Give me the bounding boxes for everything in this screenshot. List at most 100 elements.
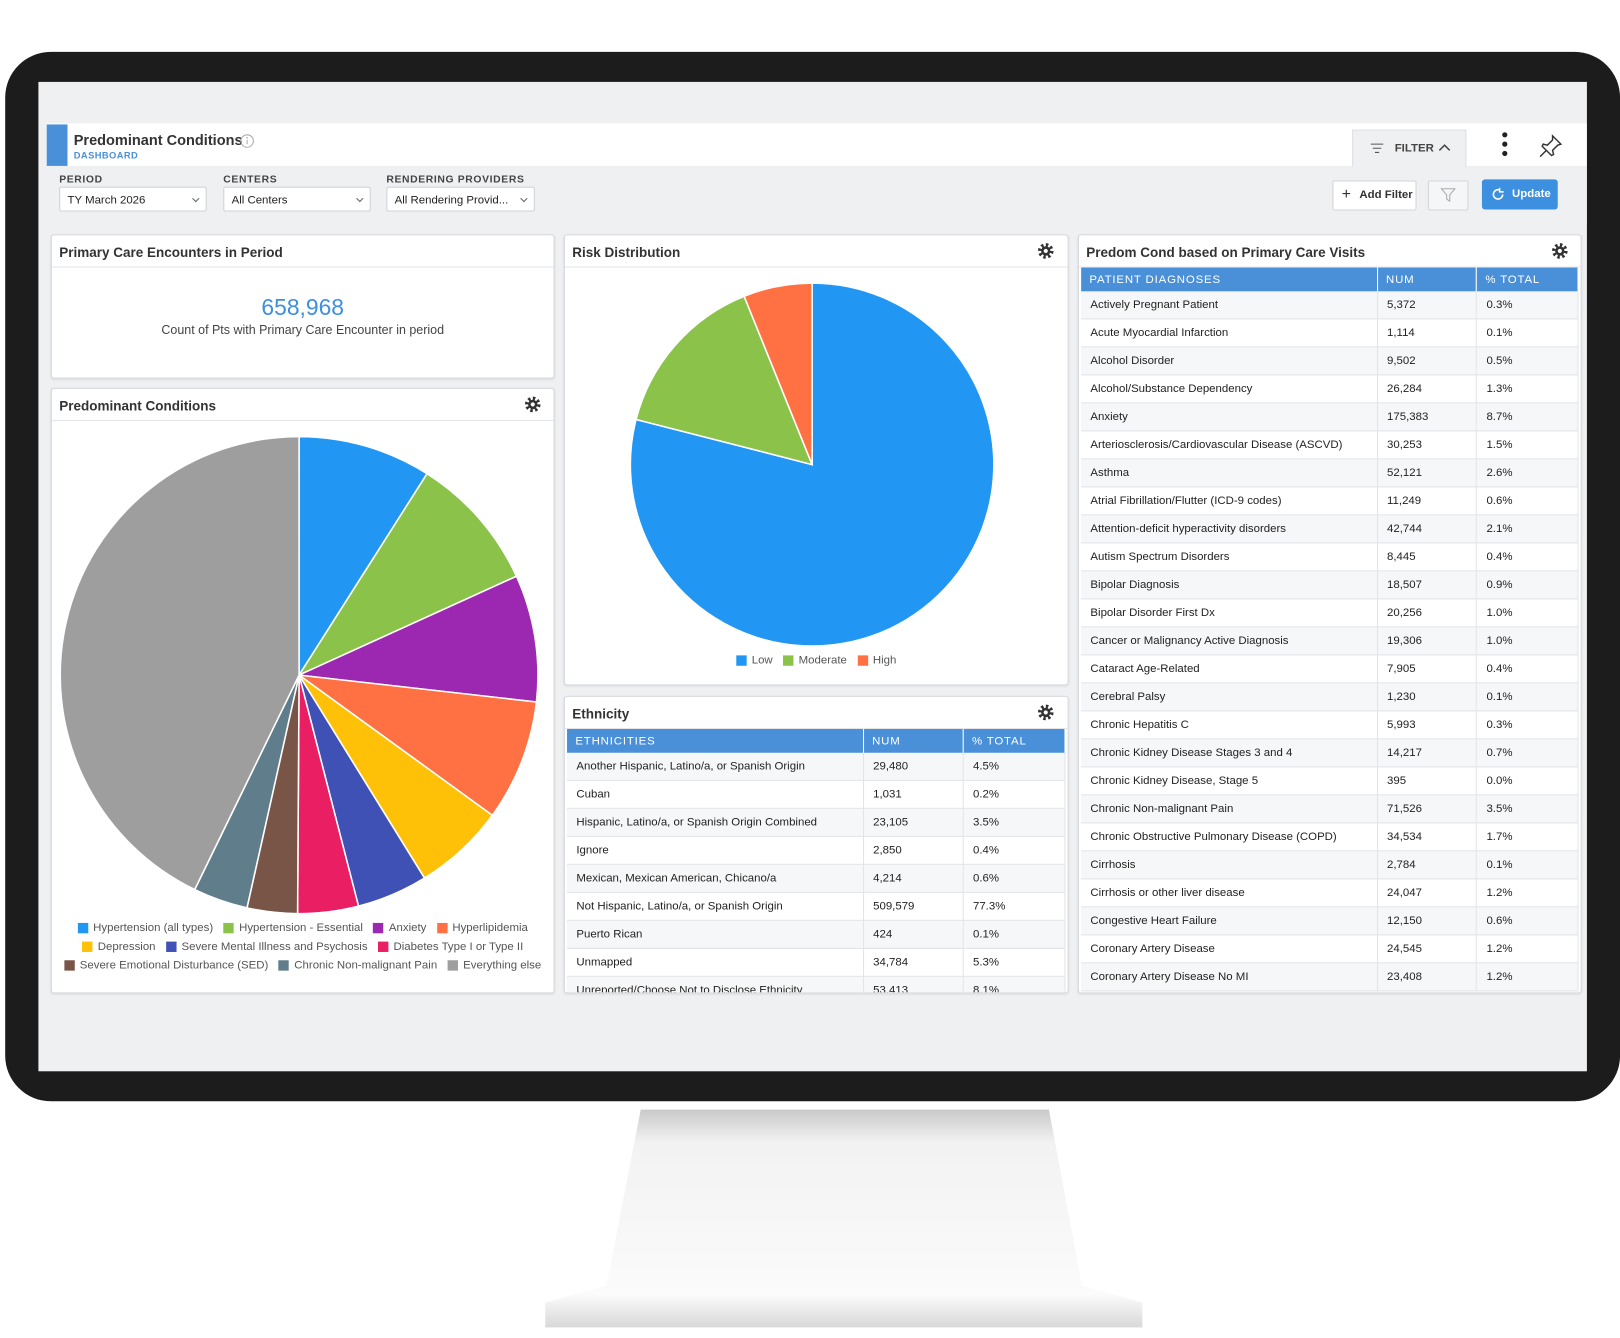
settings-gear[interactable] (1552, 243, 1569, 260)
filter-select[interactable]: All Rendering Provid... (386, 186, 535, 212)
table-cell: 0.0% (1476, 766, 1579, 796)
table-row: Cuban 1,031 0.2% (567, 780, 1066, 809)
table-cell: 0.7% (1476, 738, 1579, 768)
table-cell: Arteriosclerosis/Cardiovascular Disease … (1081, 430, 1378, 460)
legend-label: Anxiety (388, 921, 427, 935)
column-header: ETHNICITIES (567, 729, 864, 753)
more-menu[interactable] (1500, 131, 1510, 158)
table-cell: Chronic Hepatitis C (1081, 710, 1378, 740)
legend-item[interactable]: Severe Mental Illness and Psychosis (165, 941, 368, 953)
table-cell: 53,413 (863, 976, 964, 993)
legend-item[interactable]: Anxiety (373, 922, 426, 934)
legend-item[interactable]: Depression (82, 941, 156, 953)
legend-item[interactable]: Hypertension - Essential (223, 922, 363, 934)
table-cell: Unmapped (567, 948, 864, 977)
table-row: Alcohol/Substance Dependency 26,284 1.3% (1081, 374, 1579, 404)
card-header (564, 235, 1068, 268)
filter-select[interactable]: TY March 2026 (59, 186, 207, 212)
table-cell: 23,408 (1377, 962, 1478, 992)
add-filter-button[interactable]: + Add Filter (1332, 180, 1417, 211)
legend-item[interactable]: Diabetes Type I or Type II (377, 941, 523, 953)
table-cell: 1.2% (1476, 934, 1579, 964)
legend-swatch (165, 941, 177, 952)
info-icon[interactable] (240, 134, 255, 149)
settings-gear[interactable] (1037, 704, 1054, 721)
table-cell: 0.4% (1476, 542, 1579, 572)
table-cell: 26,284 (1377, 374, 1478, 404)
card-header (564, 697, 1068, 730)
table-cell: 2,784 (1377, 850, 1478, 880)
card-title: Predom Cond based on Primary Care Visits (1086, 244, 1366, 261)
card-title: Primary Care Encounters in Period (59, 244, 283, 261)
legend-swatch (77, 922, 88, 934)
table-cell: 424 (863, 920, 964, 949)
table-cell: 0.1% (1476, 850, 1579, 880)
pie-slice (297, 472, 518, 677)
funnel-icon (1440, 188, 1456, 203)
update-button[interactable]: Update (1481, 179, 1558, 210)
pie-slice (59, 435, 300, 891)
page-subtitle: DASHBOARD (73, 150, 139, 161)
filter-select[interactable]: All Centers (223, 186, 371, 212)
table-cell: Autism Spectrum Disorders (1081, 542, 1378, 572)
legend-swatch (436, 922, 448, 934)
pin-icon[interactable] (1538, 134, 1563, 159)
nav-tab[interactable] (46, 124, 68, 166)
gear-hole (1043, 248, 1048, 254)
legend-swatch (447, 960, 458, 971)
table-cell: Bipolar Disorder First Dx (1081, 598, 1378, 628)
table-cell: 2.1% (1476, 514, 1579, 544)
pie-slice (296, 575, 539, 703)
legend-row: Depression Severe Mental Illness and Psyc… (52, 941, 554, 953)
table-cell: 1,031 (863, 780, 964, 809)
gear-teeth (1552, 243, 1568, 259)
legend-item[interactable]: Everything else (447, 959, 541, 972)
risk-chart-card: Risk Distribution Low Moderate High (563, 234, 1069, 686)
kpi-value: 658,968 (261, 294, 345, 321)
legend-label: Severe Emotional Disturbance (SED) (79, 959, 269, 972)
pie-slice (635, 295, 814, 466)
refresh-icon (1492, 187, 1504, 200)
conditions-chart-card: Predominant Conditions Hypertension (all… (50, 387, 555, 994)
legend-label: Hypertension (all types) (93, 921, 214, 935)
add-filter-label: Add Filter (1359, 188, 1413, 202)
legend-item[interactable]: Severe Emotional Disturbance (SED) (64, 959, 269, 972)
legend-item[interactable]: Low (736, 654, 773, 667)
table-wrap: PATIENT DIAGNOSES NUM% TOTAL Actively Preg… (1081, 267, 1579, 993)
encounters-card: Primary Care Encounters in Period 658,96… (50, 234, 555, 379)
card-header (51, 389, 554, 422)
table-row: Attention-deficit hyperactivity disorder… (1081, 514, 1579, 544)
table-row: Bipolar Disorder First Dx 20,256 1.0% (1081, 598, 1579, 628)
legend-row: Hypertension (all types) Hypertension - E… (52, 922, 554, 934)
legend: Low Moderate High (565, 654, 1068, 673)
table-cell: Mexican, Mexican American, Chicano/a (567, 864, 864, 893)
legend-item[interactable]: Moderate (783, 654, 847, 667)
table-cell: 0.1% (1476, 318, 1579, 348)
filter-tab-label: FILTER (1394, 142, 1434, 155)
legend-label: Low (751, 654, 773, 667)
legend-item[interactable]: High (857, 654, 896, 667)
filter-tab[interactable]: FILTER (1352, 129, 1467, 168)
table-cell: 9,502 (1377, 346, 1478, 376)
table-cell: 8.1% (963, 976, 1066, 993)
funnel-button[interactable] (1427, 180, 1469, 211)
table-cell: 175,383 (1377, 402, 1478, 432)
table-header-row: PATIENT DIAGNOSES NUM% TOTAL (1081, 267, 1579, 292)
pie-slice (629, 282, 995, 647)
table-row: Congestive Heart Failure 12,150 0.6% (1081, 906, 1579, 936)
legend-item[interactable]: Chronic Non-malignant Pain (278, 959, 437, 972)
page-title: Predominant Conditions (73, 131, 243, 149)
table-cell: 1.0% (1476, 626, 1579, 656)
monitor-stand (545, 1109, 1143, 1328)
legend-item[interactable]: Hyperlipidemia (436, 922, 528, 934)
settings-gear[interactable] (1037, 243, 1054, 260)
legend-item[interactable]: Hypertension (all types) (77, 921, 214, 935)
filter-lines-icon (1370, 143, 1384, 153)
table-cell: Chronic Kidney Disease, Stage 5 (1081, 766, 1378, 796)
settings-gear[interactable] (524, 396, 541, 413)
table-cell: 1,230 (1377, 682, 1478, 712)
table-cell: 4,214 (863, 864, 964, 893)
table-cell: 1.2% (1476, 878, 1579, 908)
table-row: Chronic Kidney Disease, Stage 5 395 0.0% (1081, 766, 1579, 796)
